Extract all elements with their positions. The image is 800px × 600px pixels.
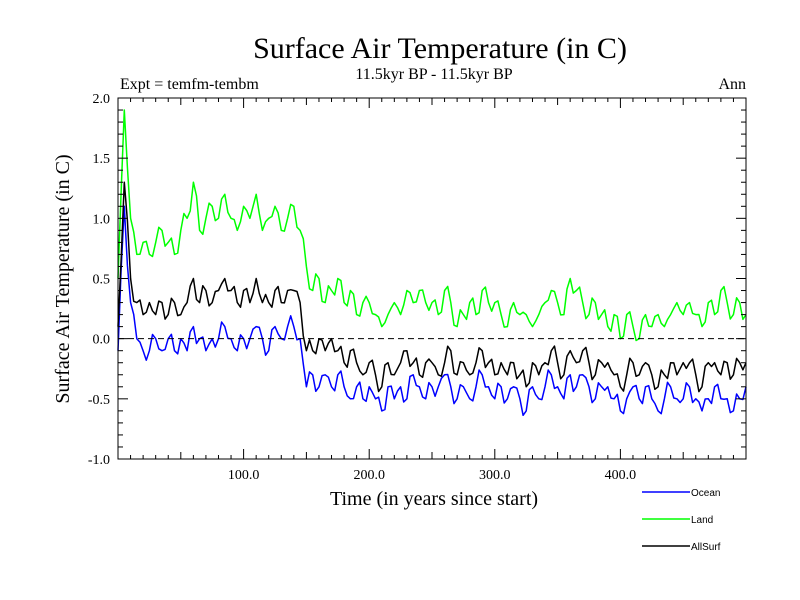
- y-tick-label: 1.0: [93, 212, 111, 227]
- season-label: Ann: [718, 76, 746, 93]
- y-axis-label: Surface Air Temperature (in C): [52, 154, 74, 403]
- y-tick-label: -1.0: [88, 453, 110, 468]
- chart-subtitle: 11.5kyr BP - 11.5kyr BP: [355, 66, 512, 83]
- tick-layer: 100.0 200.0 300.0 400.0 -1.0 -0.5 0.0 0.5 1.0 1.5…: [88, 92, 746, 483]
- series-line-ocean: [117, 205, 747, 417]
- x-tick-label: 100.0: [228, 468, 260, 483]
- legend-label-ocean: Ocean: [691, 488, 720, 499]
- x-tick-label: 200.0: [353, 468, 385, 483]
- legend-label-allsurf: AllSurf: [691, 542, 721, 553]
- chart-title: Surface Air Temperature (in C): [253, 32, 627, 65]
- legend: Ocean Land AllSurf: [642, 488, 721, 553]
- experiment-label: Expt = temfm-tembm: [120, 76, 259, 93]
- series-line-allsurf: [117, 181, 747, 393]
- y-tick-label: 0.0: [93, 333, 111, 348]
- x-tick-label: 400.0: [605, 468, 637, 483]
- x-tick-label: 300.0: [479, 468, 511, 483]
- legend-label-land: Land: [691, 515, 713, 526]
- y-tick-label: 1.5: [93, 152, 111, 167]
- series-line-land: [117, 109, 747, 342]
- y-tick-label: 2.0: [93, 92, 111, 107]
- x-axis-label: Time (in years since start): [330, 488, 538, 510]
- series-layer: [117, 109, 747, 417]
- y-tick-label: -0.5: [88, 393, 110, 408]
- y-tick-label: 0.5: [93, 273, 111, 288]
